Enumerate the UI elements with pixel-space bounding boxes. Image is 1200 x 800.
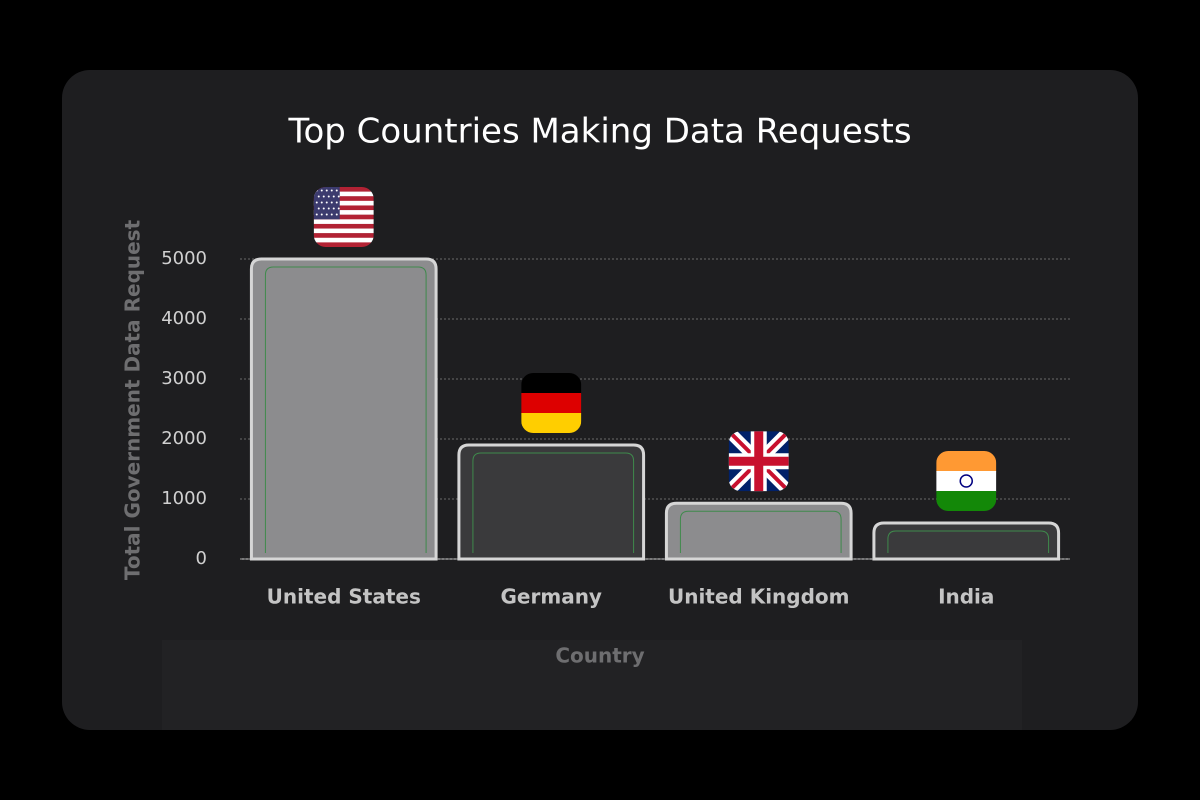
x-axis-label: Country bbox=[555, 644, 644, 668]
flag-icon bbox=[521, 373, 582, 433]
card-footer bbox=[162, 640, 1022, 730]
flag-star bbox=[332, 207, 335, 210]
flag-star bbox=[330, 213, 333, 216]
flag-stripe bbox=[521, 373, 582, 394]
y-tick-label: 4000 bbox=[161, 308, 207, 329]
flag-stripe bbox=[521, 393, 582, 414]
flag-star bbox=[327, 207, 330, 210]
flag-star bbox=[337, 195, 340, 198]
flag-stripe bbox=[313, 233, 374, 238]
flag-star bbox=[335, 201, 338, 204]
flag-stripe bbox=[936, 451, 997, 472]
bar bbox=[457, 443, 646, 561]
flag-stripe bbox=[313, 223, 374, 229]
bar bbox=[664, 501, 853, 561]
x-tick-label: Germany bbox=[501, 585, 602, 609]
y-tick-label: 2000 bbox=[161, 428, 207, 449]
flag-stripe bbox=[313, 187, 374, 192]
flag-star bbox=[315, 213, 318, 216]
bar-inner-line bbox=[264, 266, 427, 553]
flag-icon bbox=[313, 187, 374, 247]
flag-stripe bbox=[313, 219, 374, 225]
flag-stripe bbox=[313, 214, 374, 220]
flag-stripe bbox=[313, 228, 374, 234]
flag-star bbox=[327, 195, 330, 198]
flag-star bbox=[325, 213, 328, 216]
flag-stripe bbox=[936, 491, 997, 511]
bar-inner-line bbox=[887, 530, 1050, 553]
flag-star bbox=[320, 189, 323, 192]
x-tick-label: India bbox=[938, 585, 994, 609]
flag-stripe bbox=[521, 413, 582, 433]
y-tick-label: 0 bbox=[196, 548, 207, 569]
flag-star bbox=[322, 207, 325, 210]
flag-star bbox=[330, 189, 333, 192]
flag-star bbox=[320, 201, 323, 204]
flag-stripe bbox=[313, 191, 374, 197]
bar bbox=[872, 521, 1061, 561]
flag-star bbox=[330, 201, 333, 204]
flag-chakra bbox=[959, 474, 973, 488]
flag-star bbox=[320, 213, 323, 216]
flag-star bbox=[337, 207, 340, 210]
bar-inner-line bbox=[472, 452, 635, 553]
flag-cross-red bbox=[728, 431, 789, 492]
flag-icon bbox=[936, 451, 997, 511]
flag-star bbox=[315, 201, 318, 204]
flag-stripe bbox=[313, 205, 374, 211]
flag-stripe bbox=[936, 471, 997, 492]
flag-star bbox=[317, 195, 320, 198]
flag-icon bbox=[728, 431, 789, 492]
flag-star bbox=[322, 195, 325, 198]
y-axis-label: Total Government Data Request bbox=[121, 219, 145, 580]
chart-title: Top Countries Making Data Requests bbox=[287, 112, 911, 152]
card bbox=[62, 70, 1138, 730]
flag-stripe bbox=[313, 242, 374, 247]
flag-star bbox=[317, 207, 320, 210]
flag-stripe bbox=[313, 210, 374, 215]
y-tick-label: 3000 bbox=[161, 368, 207, 389]
flag-stripe bbox=[313, 200, 374, 206]
flag-stripe bbox=[313, 237, 374, 243]
x-tick-label: United Kingdom bbox=[668, 585, 850, 609]
flag-star bbox=[335, 213, 338, 216]
flag-star bbox=[332, 195, 335, 198]
flag-stripe bbox=[313, 196, 374, 202]
bar-inner-line bbox=[679, 510, 842, 553]
x-tick-label: United States bbox=[267, 585, 421, 609]
flag-star bbox=[325, 189, 328, 192]
y-tick-label: 5000 bbox=[161, 248, 207, 269]
bar bbox=[249, 257, 438, 561]
flag-star bbox=[325, 201, 328, 204]
flag-star bbox=[335, 189, 338, 192]
y-tick-label: 1000 bbox=[161, 488, 207, 509]
